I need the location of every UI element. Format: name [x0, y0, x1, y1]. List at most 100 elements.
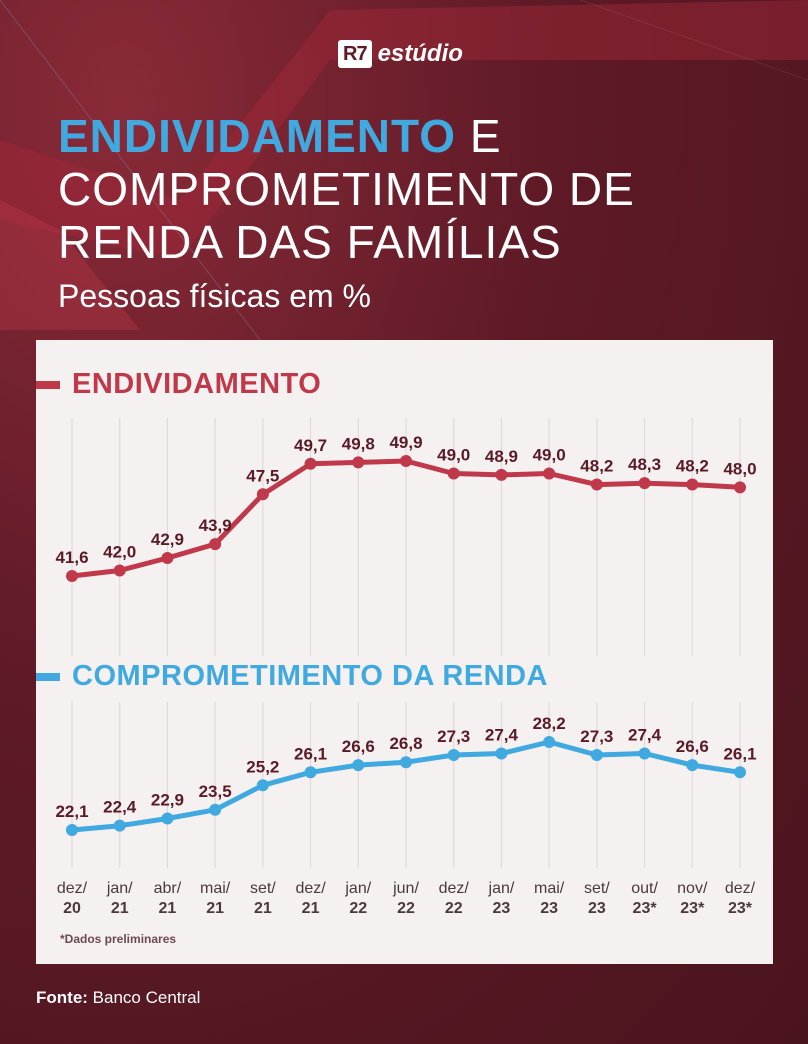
- x-tick-bottom-10: 23: [540, 900, 558, 917]
- data-point-0-11: [590, 478, 603, 491]
- x-tick-top-0: dez/: [57, 880, 88, 897]
- data-label-1-14: 26,1: [723, 744, 756, 763]
- source-value: Banco Central: [87, 988, 201, 1007]
- brand-name: estúdio: [377, 40, 463, 67]
- data-point-0-2: [161, 551, 174, 564]
- data-label-1-3: 23,5: [199, 782, 232, 801]
- footnote: *Dados preliminares: [60, 932, 177, 946]
- data-label-1-6: 26,6: [342, 737, 375, 756]
- data-point-0-10: [543, 467, 556, 480]
- endividamento-marker: [36, 380, 60, 389]
- data-point-0-8: [447, 467, 460, 480]
- comprometimento-title: COMPROMETIMENTO DA RENDA: [72, 660, 548, 692]
- data-label-1-10: 28,2: [533, 714, 566, 733]
- x-tick-bottom-5: 21: [302, 900, 320, 917]
- data-label-0-3: 43,9: [199, 516, 232, 535]
- x-tick-bottom-14: 23*: [728, 900, 753, 917]
- x-tick-top-14: dez/: [725, 880, 756, 897]
- x-tick-bottom-12: 23*: [633, 900, 658, 917]
- data-point-1-2: [161, 812, 174, 825]
- x-tick-bottom-4: 21: [254, 900, 272, 917]
- x-tick-bottom-3: 21: [206, 900, 224, 917]
- data-label-0-9: 48,9: [485, 447, 518, 466]
- data-label-0-2: 42,9: [151, 530, 184, 549]
- data-point-0-6: [352, 456, 365, 469]
- data-label-0-13: 48,2: [676, 457, 709, 476]
- brand-logo: R7 estúdio: [338, 38, 463, 70]
- endividamento-section-label: ENDIVIDAMENTO: [36, 368, 321, 401]
- data-point-0-5: [304, 457, 317, 470]
- data-point-0-7: [400, 455, 412, 467]
- data-point-1-3: [209, 803, 222, 816]
- x-tick-top-2: abr/: [154, 880, 182, 897]
- data-label-1-1: 22,4: [103, 798, 137, 817]
- x-tick-top-13: nov/: [677, 880, 708, 897]
- data-label-1-13: 26,6: [676, 737, 709, 756]
- chart-panel: ENDIVIDAMENTO COMPROMETIMENTO DA RENDA 4…: [36, 340, 773, 964]
- data-label-0-0: 41,6: [55, 548, 88, 567]
- x-tick-top-6: jan/: [344, 880, 371, 897]
- data-point-0-0: [66, 570, 78, 582]
- endividamento-title: ENDIVIDAMENTO: [72, 368, 322, 400]
- data-point-1-5: [304, 766, 317, 779]
- data-point-0-14: [734, 481, 746, 494]
- x-tick-top-10: mai/: [534, 880, 565, 897]
- data-label-0-6: 49,8: [342, 434, 375, 453]
- data-point-0-3: [209, 538, 222, 551]
- data-label-0-5: 49,7: [294, 436, 327, 455]
- x-tick-bottom-7: 22: [397, 900, 415, 917]
- data-label-1-4: 25,2: [246, 757, 279, 776]
- x-tick-top-12: out/: [631, 880, 658, 897]
- title-rest: E COMPROMETIMENTO DE RENDA DAS FAMÍLIAS: [58, 110, 635, 268]
- x-tick-top-3: mai/: [200, 880, 231, 897]
- data-label-1-9: 27,4: [485, 726, 519, 745]
- data-label-0-11: 48,2: [580, 457, 613, 476]
- source-label: Fonte:: [36, 988, 88, 1007]
- data-label-1-12: 27,4: [628, 726, 662, 745]
- background-decoration: [0, 0, 808, 340]
- data-point-0-4: [256, 488, 269, 501]
- data-point-1-1: [113, 819, 126, 832]
- data-point-1-13: [686, 759, 699, 772]
- data-label-1-8: 27,3: [437, 727, 470, 746]
- data-point-1-11: [590, 748, 603, 761]
- x-tick-bottom-1: 21: [111, 900, 129, 917]
- data-label-0-7: 49,9: [389, 433, 422, 452]
- x-tick-bottom-2: 21: [159, 900, 177, 917]
- x-tick-top-11: set/: [584, 880, 610, 897]
- data-point-1-9: [495, 747, 508, 760]
- x-tick-bottom-8: 22: [445, 900, 463, 917]
- data-label-1-5: 26,1: [294, 744, 327, 763]
- x-tick-top-5: dez/: [295, 880, 326, 897]
- x-tick-top-4: set/: [250, 880, 276, 897]
- data-label-0-8: 49,0: [437, 445, 470, 464]
- x-tick-bottom-6: 22: [349, 900, 367, 917]
- data-point-1-8: [447, 748, 460, 761]
- data-label-0-4: 47,5: [246, 466, 279, 485]
- data-label-0-10: 49,0: [533, 445, 566, 464]
- x-tick-top-8: dez/: [439, 880, 470, 897]
- x-tick-bottom-9: 23: [493, 900, 511, 917]
- data-point-1-0: [66, 824, 78, 836]
- data-label-0-14: 48,0: [723, 459, 756, 478]
- data-label-1-11: 27,3: [580, 727, 613, 746]
- comprometimento-marker: [36, 672, 60, 681]
- data-point-1-14: [734, 766, 746, 779]
- x-tick-top-7: jun/: [392, 880, 419, 897]
- page-title: ENDIVIDAMENTO E COMPROMETIMENTO DE RENDA…: [58, 110, 778, 269]
- data-point-1-6: [352, 759, 365, 772]
- x-tick-bottom-0: 20: [63, 900, 81, 917]
- data-label-0-12: 48,3: [628, 455, 661, 474]
- data-point-1-7: [400, 756, 412, 769]
- x-tick-bottom-13: 23*: [680, 900, 705, 917]
- data-label-1-7: 26,8: [389, 734, 422, 753]
- title-highlight: ENDIVIDAMENTO: [58, 110, 457, 162]
- data-point-0-9: [495, 468, 508, 481]
- data-point-1-12: [638, 747, 651, 760]
- x-tick-top-1: jan/: [106, 880, 133, 897]
- source-credit: Fonte: Banco Central: [36, 988, 200, 1008]
- data-label-0-1: 42,0: [103, 542, 136, 561]
- x-tick-bottom-11: 23: [588, 900, 606, 917]
- data-label-1-2: 22,9: [151, 790, 184, 809]
- line-charts: 41,6 42,0 42,9 43,9 47,5 49,7 49,8 49,9 49,0 48,9…: [55, 418, 757, 917]
